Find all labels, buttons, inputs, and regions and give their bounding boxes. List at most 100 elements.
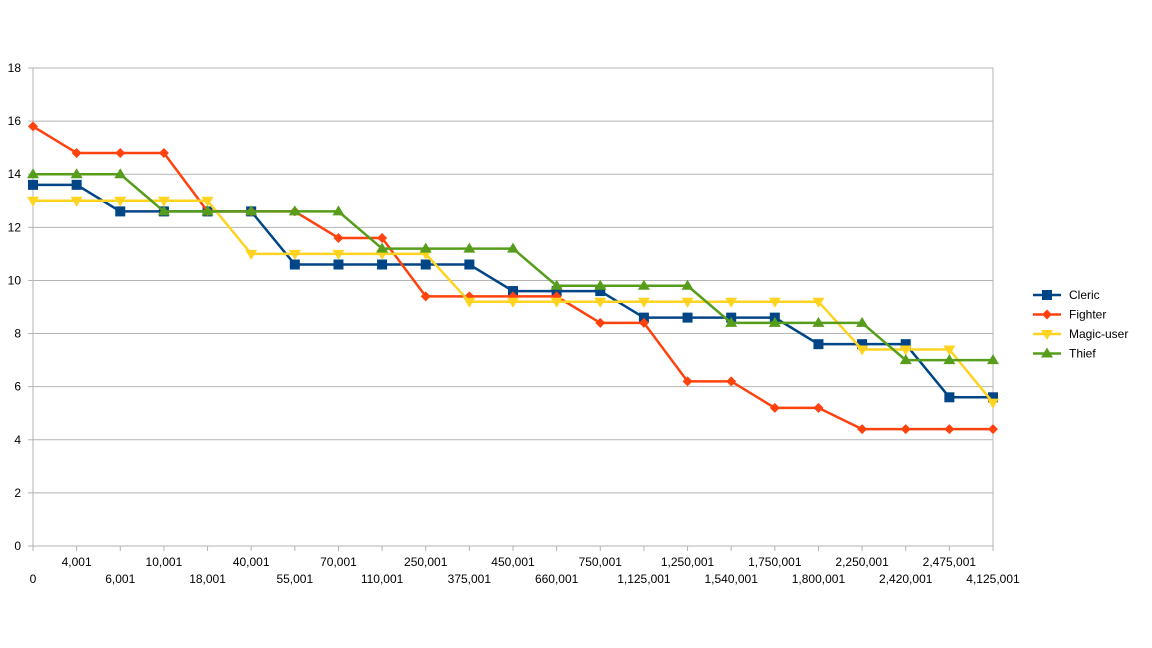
data-point: [115, 206, 126, 217]
x-tick-label: 750,001: [579, 555, 623, 569]
x-axis-ticks: 0 4,001 6,001 10,001 18,001 40,001 55,001 70,00…: [30, 546, 1020, 586]
data-point: [551, 286, 562, 297]
data-point: [201, 205, 214, 216]
data-point: [245, 249, 258, 260]
data-point: [28, 121, 38, 132]
x-tick-label: 55,001: [276, 572, 313, 586]
data-point: [988, 424, 998, 435]
legend-marker: [1041, 347, 1053, 358]
y-tick-label: 16: [8, 114, 22, 128]
data-point: [377, 259, 388, 270]
data-point: [899, 345, 912, 356]
data-point: [27, 196, 39, 207]
series-magic-user: [27, 196, 999, 409]
x-tick-label: 250,001: [404, 555, 448, 569]
legend: Cleric Fighter Magic-user Thief: [1033, 288, 1128, 361]
data-point: [812, 297, 825, 308]
data-point: [725, 316, 738, 327]
y-tick-label: 18: [8, 61, 22, 75]
y-tick-label: 10: [8, 273, 22, 287]
data-point: [681, 297, 694, 308]
y-tick-label: 4: [14, 433, 21, 447]
x-tick-label: 375,001: [448, 572, 492, 586]
data-point: [158, 147, 169, 158]
x-tick-label: 1,125,001: [617, 572, 671, 586]
data-point: [857, 424, 868, 435]
data-point: [114, 168, 127, 179]
legend-entry: Cleric: [1033, 288, 1100, 302]
legend-entry: Fighter: [1033, 308, 1106, 322]
legend-label: Thief: [1069, 347, 1096, 361]
x-tick-label: 2,475,001: [923, 555, 977, 569]
data-point: [638, 317, 649, 328]
data-point: [332, 205, 345, 216]
legend-entry: Thief: [1033, 347, 1096, 361]
data-point: [813, 339, 824, 350]
x-tick-label: 18,001: [189, 572, 226, 586]
x-tick-label: 1,250,001: [661, 555, 715, 569]
data-point: [508, 286, 518, 297]
data-point: [682, 376, 693, 387]
data-point: [71, 147, 82, 158]
series-line: [33, 172, 993, 362]
x-tick-label: 1,750,001: [748, 555, 802, 569]
data-point: [288, 249, 301, 260]
data-point: [768, 316, 781, 327]
data-point: [463, 242, 476, 253]
data-point: [464, 259, 475, 270]
data-point: [157, 196, 170, 207]
data-point: [114, 196, 127, 207]
series-layer: [27, 121, 999, 435]
x-tick-label: 4,001: [62, 555, 92, 569]
legend-marker: [1042, 290, 1052, 300]
legend-entry: Magic-user: [1033, 327, 1128, 341]
data-point: [71, 179, 82, 190]
x-tick-label: 1,800,001: [792, 572, 846, 586]
data-point: [943, 354, 956, 365]
data-point: [594, 297, 607, 308]
data-point: [507, 242, 519, 253]
data-point: [638, 312, 649, 323]
data-point: [988, 392, 998, 403]
data-point: [507, 297, 519, 308]
series-line: [32, 125, 993, 431]
data-point: [899, 354, 912, 365]
data-point: [463, 297, 476, 308]
y-tick-label: 6: [14, 380, 21, 394]
data-point: [857, 339, 868, 350]
data-point: [637, 297, 650, 308]
y-tick-label: 12: [8, 220, 22, 234]
data-point: [944, 424, 955, 435]
x-tick-label: 40,001: [233, 555, 270, 569]
legend-label: Magic-user: [1069, 327, 1128, 341]
data-point: [856, 316, 869, 327]
x-tick-label: 1,540,001: [704, 572, 758, 586]
y-tick-label: 8: [14, 327, 21, 341]
data-point: [157, 205, 170, 216]
x-tick-label: 0: [30, 572, 37, 586]
series-fighter: [28, 121, 998, 435]
data-point: [900, 424, 911, 435]
data-point: [900, 339, 911, 350]
data-point: [681, 279, 694, 290]
legend-label: Fighter: [1069, 308, 1106, 322]
data-point: [637, 279, 650, 290]
data-point: [333, 232, 344, 243]
data-point: [812, 316, 825, 327]
data-point: [725, 297, 738, 308]
series-cleric: [28, 179, 998, 403]
data-point: [856, 345, 869, 356]
y-axis-ticks: 0 2 4 6 8 10 12 14 16 18: [8, 61, 33, 553]
x-tick-label: 110,001: [361, 572, 404, 586]
data-point: [595, 317, 606, 328]
data-point: [70, 196, 83, 207]
series-thief: [27, 168, 999, 365]
legend-marker: [1041, 330, 1053, 340]
x-tick-label: 660,001: [535, 572, 579, 586]
x-tick-label: 450,001: [491, 555, 535, 569]
data-point: [594, 279, 607, 290]
data-point: [70, 168, 83, 179]
data-point: [768, 297, 781, 308]
data-point: [201, 196, 214, 207]
